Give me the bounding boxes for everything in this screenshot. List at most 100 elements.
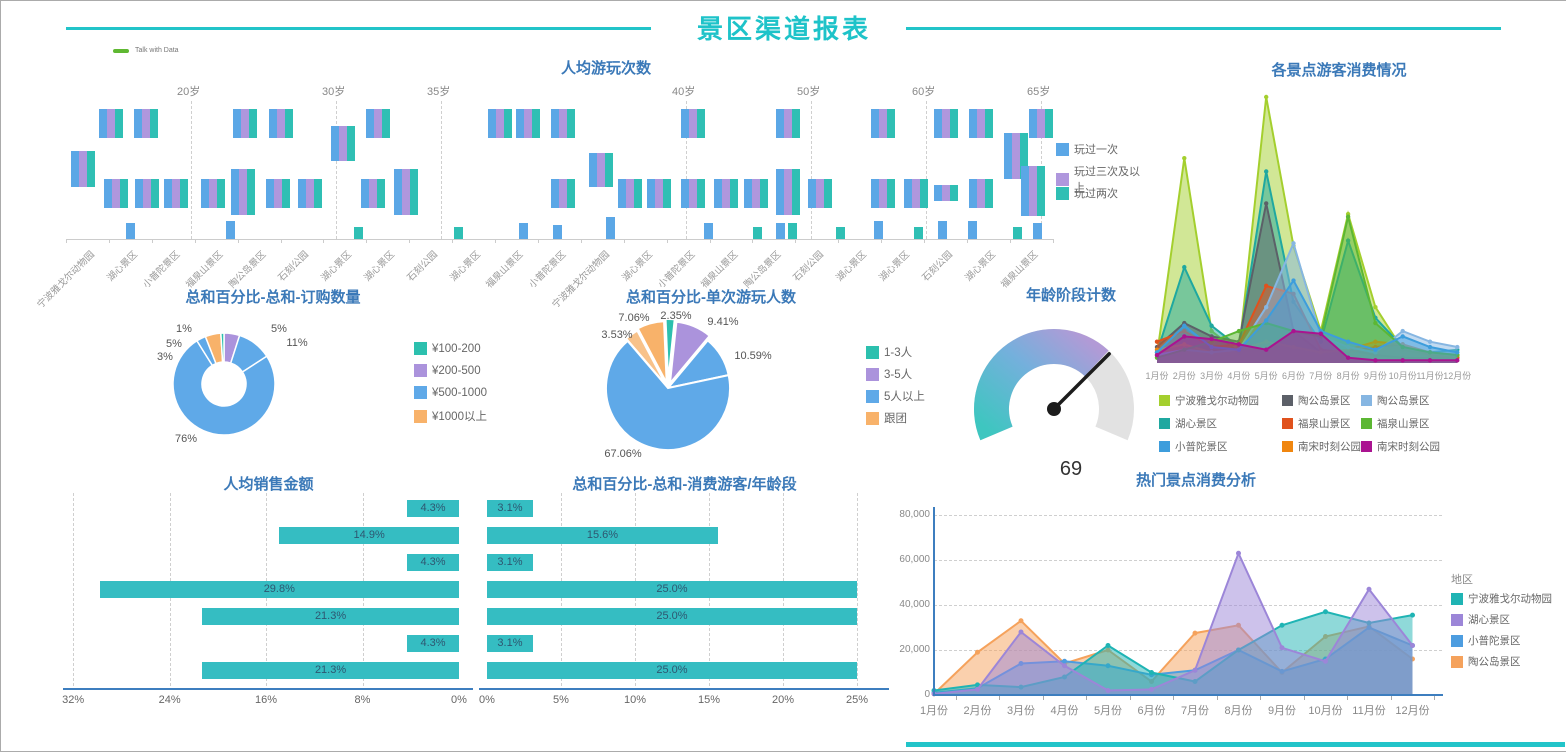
bar[interactable] bbox=[519, 223, 528, 239]
pie-slice[interactable] bbox=[624, 329, 668, 387]
bar-cluster[interactable] bbox=[298, 179, 322, 208]
legend-item[interactable]: 3-5人 bbox=[866, 366, 912, 382]
bar-cluster[interactable] bbox=[681, 109, 705, 138]
legend-item[interactable]: 玩过一次 bbox=[1056, 141, 1118, 157]
bar-cluster[interactable] bbox=[99, 109, 123, 138]
bar[interactable] bbox=[874, 221, 883, 239]
gauge-fill[interactable] bbox=[974, 329, 1109, 441]
bar-cluster[interactable] bbox=[934, 185, 958, 201]
bar-cluster[interactable] bbox=[934, 109, 958, 138]
bar-cluster[interactable] bbox=[776, 169, 800, 215]
bar-cluster[interactable] bbox=[618, 179, 642, 208]
bar-cluster[interactable] bbox=[164, 179, 188, 208]
bar-cluster[interactable] bbox=[871, 179, 895, 208]
bar-cluster[interactable] bbox=[231, 169, 255, 215]
bar-cluster[interactable] bbox=[1004, 133, 1028, 179]
bar[interactable] bbox=[1013, 227, 1022, 239]
bar-cluster[interactable] bbox=[744, 179, 768, 208]
pie-slice[interactable] bbox=[668, 320, 712, 387]
bar[interactable] bbox=[354, 227, 363, 239]
legend-item[interactable]: 5人以上 bbox=[866, 388, 925, 404]
area-fill[interactable] bbox=[1157, 331, 1458, 363]
bar-cluster[interactable] bbox=[969, 179, 993, 208]
bar[interactable] bbox=[226, 221, 235, 239]
legend-item[interactable]: 小普陀景区 bbox=[1451, 633, 1521, 648]
legend-item[interactable]: 福泉山景区 bbox=[1361, 416, 1430, 431]
bar-cluster[interactable] bbox=[1029, 109, 1053, 138]
donut-slice[interactable] bbox=[220, 332, 225, 363]
bar[interactable] bbox=[914, 227, 923, 239]
bar[interactable] bbox=[126, 223, 135, 239]
bar-cluster[interactable] bbox=[551, 179, 575, 208]
bar-cluster[interactable] bbox=[647, 179, 671, 208]
bar[interactable] bbox=[1033, 223, 1042, 239]
area-fill[interactable] bbox=[1157, 243, 1458, 363]
bar[interactable] bbox=[704, 223, 713, 239]
legend-item[interactable]: 陶公岛景区 bbox=[1361, 393, 1430, 408]
bar-cluster[interactable] bbox=[71, 151, 95, 187]
hbar[interactable] bbox=[202, 662, 459, 679]
bar-cluster[interactable] bbox=[233, 109, 257, 138]
legend-item[interactable]: 陶公岛景区 bbox=[1282, 393, 1351, 408]
hbar[interactable] bbox=[487, 581, 857, 598]
legend-item[interactable]: ¥100-200 bbox=[414, 342, 481, 355]
pie-slice[interactable] bbox=[636, 320, 668, 384]
hbar[interactable] bbox=[279, 527, 459, 544]
bar[interactable] bbox=[788, 223, 797, 239]
bar-cluster[interactable] bbox=[776, 109, 800, 138]
area-fill[interactable] bbox=[1157, 280, 1458, 364]
legend-item[interactable]: 玩过三次及以上 bbox=[1056, 163, 1146, 195]
hbar[interactable] bbox=[202, 608, 459, 625]
legend-item[interactable]: 小普陀景区 bbox=[1159, 439, 1228, 454]
legend-item[interactable]: 湖心景区 bbox=[1451, 612, 1510, 627]
bar-cluster[interactable] bbox=[714, 179, 738, 208]
hbar[interactable] bbox=[487, 635, 533, 652]
bar-cluster[interactable] bbox=[331, 126, 355, 161]
bar[interactable] bbox=[753, 227, 762, 239]
bar[interactable] bbox=[938, 221, 947, 239]
legend-item[interactable]: 南宋时刻公园 bbox=[1282, 439, 1361, 454]
legend-item[interactable]: 宁波雅戈尔动物园 bbox=[1159, 393, 1259, 408]
bar-cluster[interactable] bbox=[134, 109, 158, 138]
bar-cluster[interactable] bbox=[394, 169, 418, 215]
bar[interactable] bbox=[606, 217, 615, 239]
legend-item[interactable]: 玩过两次 bbox=[1056, 185, 1118, 201]
bar-cluster[interactable] bbox=[551, 109, 575, 138]
bar[interactable] bbox=[454, 227, 463, 239]
pie-slice[interactable] bbox=[664, 318, 676, 382]
bar-cluster[interactable] bbox=[104, 179, 128, 208]
bar[interactable] bbox=[836, 227, 845, 239]
legend-item[interactable]: 1-3人 bbox=[866, 344, 912, 360]
legend-item[interactable]: ¥500-1000 bbox=[414, 386, 487, 399]
area-fill[interactable] bbox=[934, 553, 1413, 695]
hbar[interactable] bbox=[487, 527, 718, 544]
hbar[interactable] bbox=[487, 554, 533, 571]
bar-cluster[interactable] bbox=[516, 109, 540, 138]
legend-item[interactable]: 跟团 bbox=[866, 410, 907, 426]
bar[interactable] bbox=[776, 223, 785, 239]
pie-slice[interactable] bbox=[605, 339, 731, 451]
bar-cluster[interactable] bbox=[1021, 166, 1045, 216]
bar-cluster[interactable] bbox=[808, 179, 832, 208]
bar-cluster[interactable] bbox=[201, 179, 225, 208]
hbar[interactable] bbox=[487, 662, 857, 679]
legend-item[interactable]: 湖心景区 bbox=[1159, 416, 1217, 431]
hbar[interactable] bbox=[407, 554, 459, 571]
legend-item[interactable]: ¥200-500 bbox=[414, 364, 481, 377]
hbar[interactable] bbox=[407, 635, 459, 652]
bar-cluster[interactable] bbox=[366, 109, 390, 138]
legend-item[interactable]: 宁波雅戈尔动物园 bbox=[1451, 591, 1552, 606]
hbar[interactable] bbox=[99, 581, 459, 598]
legend-item[interactable]: 南宋时刻公园 bbox=[1361, 439, 1440, 454]
bar-cluster[interactable] bbox=[681, 179, 705, 208]
legend-item[interactable]: 陶公岛景区 bbox=[1451, 654, 1521, 669]
hbar[interactable] bbox=[407, 500, 459, 517]
bar-cluster[interactable] bbox=[361, 179, 385, 208]
bar-cluster[interactable] bbox=[969, 109, 993, 138]
bar-cluster[interactable] bbox=[871, 109, 895, 138]
bar-cluster[interactable] bbox=[135, 179, 159, 208]
bar-cluster[interactable] bbox=[488, 109, 512, 138]
bar-cluster[interactable] bbox=[269, 109, 293, 138]
bar-cluster[interactable] bbox=[589, 153, 613, 187]
bar-cluster[interactable] bbox=[266, 179, 290, 208]
